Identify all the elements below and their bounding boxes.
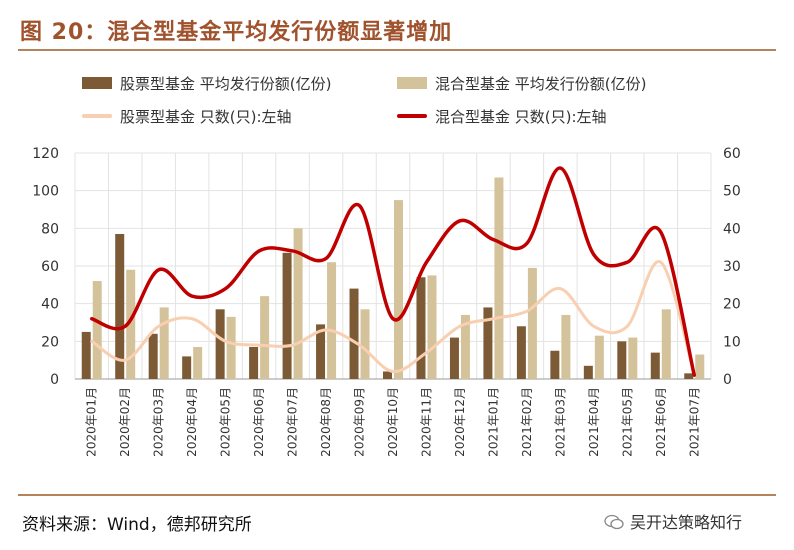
bar-stock-share xyxy=(182,356,192,379)
bar-hybrid-share xyxy=(494,177,504,379)
x-tick-label: 2020年05月 xyxy=(219,387,233,457)
x-tick-label: 2020年09月 xyxy=(353,387,367,457)
bar-stock-share xyxy=(115,233,125,379)
bar-stock-share xyxy=(383,371,392,379)
bar-stock-share xyxy=(416,277,426,379)
bar-hybrid-share xyxy=(460,314,470,379)
bar-hybrid-share xyxy=(695,354,705,379)
y-right-tick-label: 30 xyxy=(723,259,741,275)
bar-stock-share xyxy=(249,346,259,379)
x-tick-label: 2021年07月 xyxy=(687,387,701,457)
x-tick-label: 2021年06月 xyxy=(654,387,668,457)
legend-swatch-stock-share xyxy=(82,77,112,89)
x-tick-label: 2020年07月 xyxy=(286,387,300,457)
y-right-tick-label: 60 xyxy=(723,146,741,162)
bar-hybrid-share xyxy=(427,275,437,379)
x-tick-label: 2021年04月 xyxy=(587,387,601,457)
title-divider xyxy=(18,49,776,51)
bar-hybrid-share xyxy=(193,346,203,379)
x-tick-label: 2020年11月 xyxy=(419,387,433,457)
y-left-tick-label: 20 xyxy=(41,334,59,350)
brand-text: 吴开达策略知行 xyxy=(630,513,743,532)
bar-stock-share xyxy=(550,350,560,379)
bar-hybrid-share xyxy=(661,309,671,379)
line-stock-count xyxy=(90,260,696,377)
bar-hybrid-share xyxy=(594,335,604,379)
legend-swatch-stock-count xyxy=(82,114,112,118)
bar-hybrid-share xyxy=(92,281,102,379)
y-right-tick-label: 20 xyxy=(723,297,741,313)
x-tick-label: 2021年05月 xyxy=(620,387,634,457)
y-right-tick-label: 0 xyxy=(723,372,732,388)
x-tick-label: 2020年06月 xyxy=(252,387,266,457)
bar-stock-share xyxy=(516,326,526,379)
x-tick-label: 2020年08月 xyxy=(319,387,333,457)
bar-stock-share xyxy=(282,252,292,379)
x-tick-label: 2020年02月 xyxy=(118,387,132,457)
bar-stock-share xyxy=(148,333,158,379)
y-left-tick-label: 40 xyxy=(41,297,59,313)
bar-hybrid-share xyxy=(527,267,537,379)
bar-hybrid-share xyxy=(126,269,136,379)
bar-stock-share xyxy=(349,288,359,379)
bar-stock-share xyxy=(81,331,91,379)
bar-stock-share xyxy=(449,337,459,379)
page-title: 图 20：混合型基金平均发行份额显著增加 xyxy=(20,20,453,45)
x-tick-label: 2020年03月 xyxy=(152,387,166,457)
y-left-tick-label: 120 xyxy=(32,146,59,162)
legend-label-hybrid-count: 混合型基金 只数(只):左轴 xyxy=(435,108,607,126)
x-tick-label: 2020年04月 xyxy=(185,387,199,457)
bar-hybrid-share xyxy=(327,262,337,379)
y-left-tick-label: 100 xyxy=(32,184,59,200)
bar-stock-share xyxy=(684,373,694,379)
x-tick-label: 2020年01月 xyxy=(85,387,99,457)
legend-label-hybrid-share: 混合型基金 平均发行份额(亿份) xyxy=(435,75,647,93)
x-tick-label: 2020年12月 xyxy=(453,387,467,457)
bar-hybrid-share xyxy=(226,316,236,379)
bar-stock-share xyxy=(583,365,593,379)
bar-hybrid-share xyxy=(159,307,169,379)
bar-stock-share xyxy=(650,352,660,379)
legend-swatch-hybrid-share xyxy=(397,77,427,89)
legend-swatch-hybrid-count xyxy=(397,114,427,118)
bar-stock-share xyxy=(483,307,493,379)
x-tick-label: 2021年03月 xyxy=(553,387,567,457)
source-note: 资料来源：Wind，德邦研究所 xyxy=(22,515,252,535)
bar-hybrid-share xyxy=(628,337,638,379)
x-tick-label: 2021年01月 xyxy=(486,387,500,457)
y-right-tick-label: 50 xyxy=(723,184,741,200)
x-tick-label: 2020年10月 xyxy=(386,387,400,457)
bar-hybrid-share xyxy=(394,200,403,379)
legend-label-stock-count: 股票型基金 只数(只):左轴 xyxy=(120,108,292,126)
y-left-tick-label: 80 xyxy=(41,221,59,237)
legend-label-stock-share: 股票型基金 平均发行份额(亿份) xyxy=(120,75,332,93)
bar-hybrid-share xyxy=(561,314,571,379)
wechat-icon xyxy=(604,514,624,530)
line-hybrid-count xyxy=(89,166,697,377)
footer-divider xyxy=(18,494,776,496)
bar-stock-share xyxy=(316,324,326,379)
y-left-tick-label: 60 xyxy=(41,259,59,275)
brand-label: 吴开达策略知行 xyxy=(604,509,742,533)
bar-stock-share xyxy=(617,341,627,379)
bar-hybrid-share xyxy=(360,309,370,379)
y-left-tick-label: 0 xyxy=(50,372,59,388)
y-right-tick-label: 40 xyxy=(723,221,741,237)
bar-hybrid-share xyxy=(260,296,270,379)
bar-stock-share xyxy=(215,309,225,379)
y-right-tick-label: 10 xyxy=(723,334,741,350)
chart: 0 20 40 60 80 100 120 0 10 20 30 40 50 60 2020年01月 2020… xyxy=(32,146,741,457)
x-tick-label: 2021年02月 xyxy=(520,387,534,457)
bar-hybrid-share xyxy=(293,228,303,379)
